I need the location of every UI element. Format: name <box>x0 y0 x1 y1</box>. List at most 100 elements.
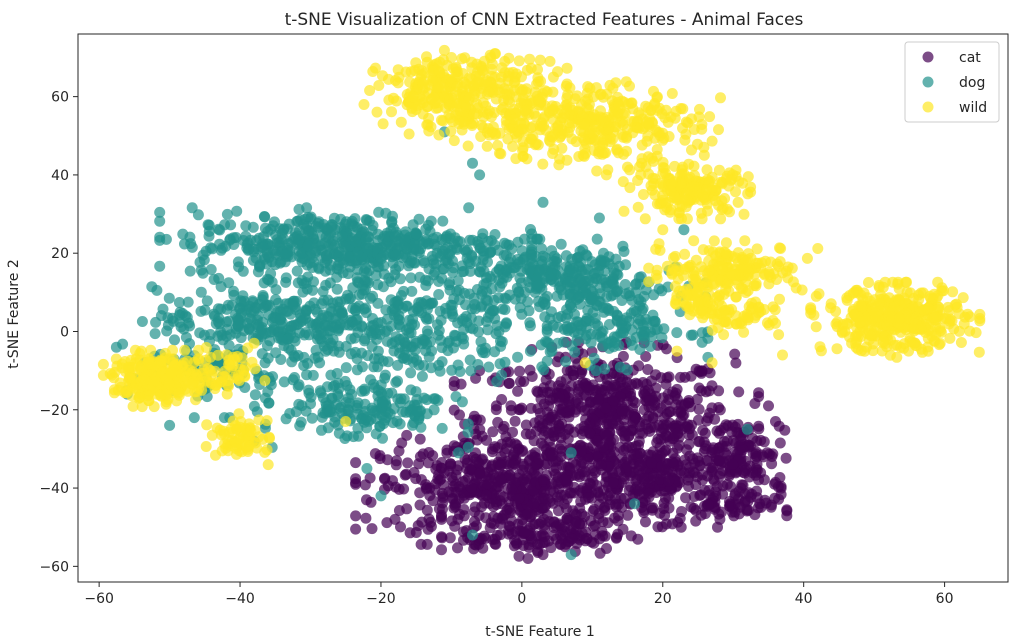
point-cat <box>591 450 603 462</box>
point-cat <box>573 383 585 395</box>
point-dog <box>325 302 337 314</box>
point-dog <box>256 294 268 306</box>
point-cat <box>627 395 639 407</box>
point-dog <box>237 300 249 312</box>
point-dog <box>600 277 612 289</box>
point-wild <box>677 122 688 134</box>
point-wild <box>618 205 630 217</box>
point-wild <box>730 164 742 176</box>
point-dog <box>232 319 244 331</box>
point-wild <box>498 94 510 106</box>
point-dog <box>394 334 405 345</box>
point-cat <box>401 429 413 441</box>
point-cat <box>512 385 524 397</box>
point-cat <box>779 424 791 436</box>
point-dog <box>572 328 584 340</box>
point-wild <box>671 290 683 302</box>
point-dog <box>440 234 452 245</box>
point-cat <box>680 492 692 504</box>
point-dog <box>275 354 287 365</box>
point-cat <box>437 503 448 515</box>
point-dog <box>382 325 393 337</box>
point-wild <box>892 276 904 288</box>
point-dog <box>320 279 332 291</box>
point-cat <box>642 364 654 375</box>
point-wild <box>715 213 727 225</box>
point-wild <box>883 292 895 304</box>
point-wild <box>392 77 404 89</box>
point-wild <box>741 262 753 274</box>
point-cat <box>661 372 673 384</box>
point-dog <box>451 285 463 297</box>
point-cat <box>415 474 427 486</box>
point-wild <box>703 265 715 277</box>
point-cat <box>632 378 644 390</box>
point-cat <box>520 419 532 431</box>
point-dog <box>462 441 474 453</box>
point-cat <box>753 387 765 399</box>
point-wild <box>730 291 742 303</box>
point-dog <box>262 386 274 398</box>
point-wild <box>403 128 415 140</box>
point-dog <box>150 316 162 328</box>
point-wild <box>688 235 700 247</box>
point-cat <box>708 475 720 487</box>
point-dog <box>280 276 292 288</box>
point-wild <box>924 290 936 302</box>
point-cat <box>594 547 606 559</box>
point-cat <box>555 439 567 451</box>
point-wild <box>532 139 544 151</box>
point-cat <box>703 385 715 397</box>
point-dog <box>593 212 605 224</box>
point-wild <box>509 71 521 83</box>
point-wild <box>812 243 824 254</box>
point-cat <box>350 523 362 535</box>
point-cat <box>684 423 695 435</box>
point-dog <box>316 424 327 436</box>
point-wild <box>708 235 720 247</box>
point-dog <box>437 215 449 227</box>
point-cat <box>643 401 655 413</box>
point-cat <box>607 477 619 489</box>
point-dog <box>537 196 549 208</box>
point-dog <box>450 330 461 342</box>
point-dog <box>501 263 513 275</box>
point-wild <box>808 309 820 321</box>
point-cat <box>509 415 521 427</box>
point-dog <box>350 320 362 332</box>
point-cat <box>660 444 672 456</box>
point-cat <box>398 483 410 495</box>
point-dog <box>499 321 511 333</box>
point-cat <box>622 509 634 521</box>
point-cat <box>613 466 625 478</box>
point-cat <box>766 499 777 511</box>
point-wild <box>459 52 471 64</box>
point-dog <box>387 257 399 269</box>
point-wild <box>763 278 775 290</box>
point-wild <box>590 82 602 94</box>
point-dog <box>293 203 305 215</box>
point-cat <box>551 356 563 368</box>
point-cat <box>646 457 658 469</box>
point-wild <box>367 66 379 77</box>
point-dog <box>499 356 511 368</box>
point-wild <box>666 88 678 99</box>
point-wild <box>669 250 681 262</box>
point-dog <box>225 219 237 231</box>
point-cat <box>781 505 793 517</box>
point-wild <box>701 164 713 176</box>
point-wild <box>562 126 574 138</box>
point-wild <box>681 194 693 206</box>
point-wild <box>532 72 544 84</box>
point-dog <box>320 397 332 409</box>
point-cat <box>503 459 515 471</box>
point-wild <box>537 158 549 170</box>
point-cat <box>675 399 687 411</box>
point-wild <box>525 62 537 74</box>
point-cat <box>534 407 546 419</box>
point-cat <box>484 522 496 534</box>
point-dog <box>406 255 417 267</box>
point-cat <box>770 476 781 488</box>
point-wild <box>782 272 794 284</box>
point-dog <box>586 292 598 304</box>
